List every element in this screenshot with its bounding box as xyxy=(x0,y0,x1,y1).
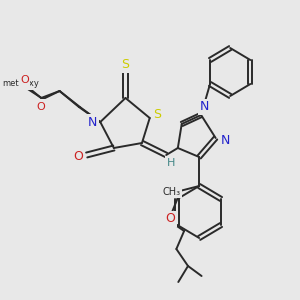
Text: methoxy: methoxy xyxy=(2,80,39,88)
Text: S: S xyxy=(154,107,161,121)
Text: H: H xyxy=(167,158,175,168)
Text: N: N xyxy=(88,116,97,128)
Text: O: O xyxy=(73,151,83,164)
Text: O: O xyxy=(166,212,176,226)
Text: O: O xyxy=(20,75,29,85)
Text: O: O xyxy=(37,102,46,112)
Text: CH₃: CH₃ xyxy=(163,187,181,197)
Text: S: S xyxy=(122,58,130,71)
Text: O: O xyxy=(38,101,46,111)
Text: N: N xyxy=(221,134,230,146)
Text: N: N xyxy=(199,100,209,113)
